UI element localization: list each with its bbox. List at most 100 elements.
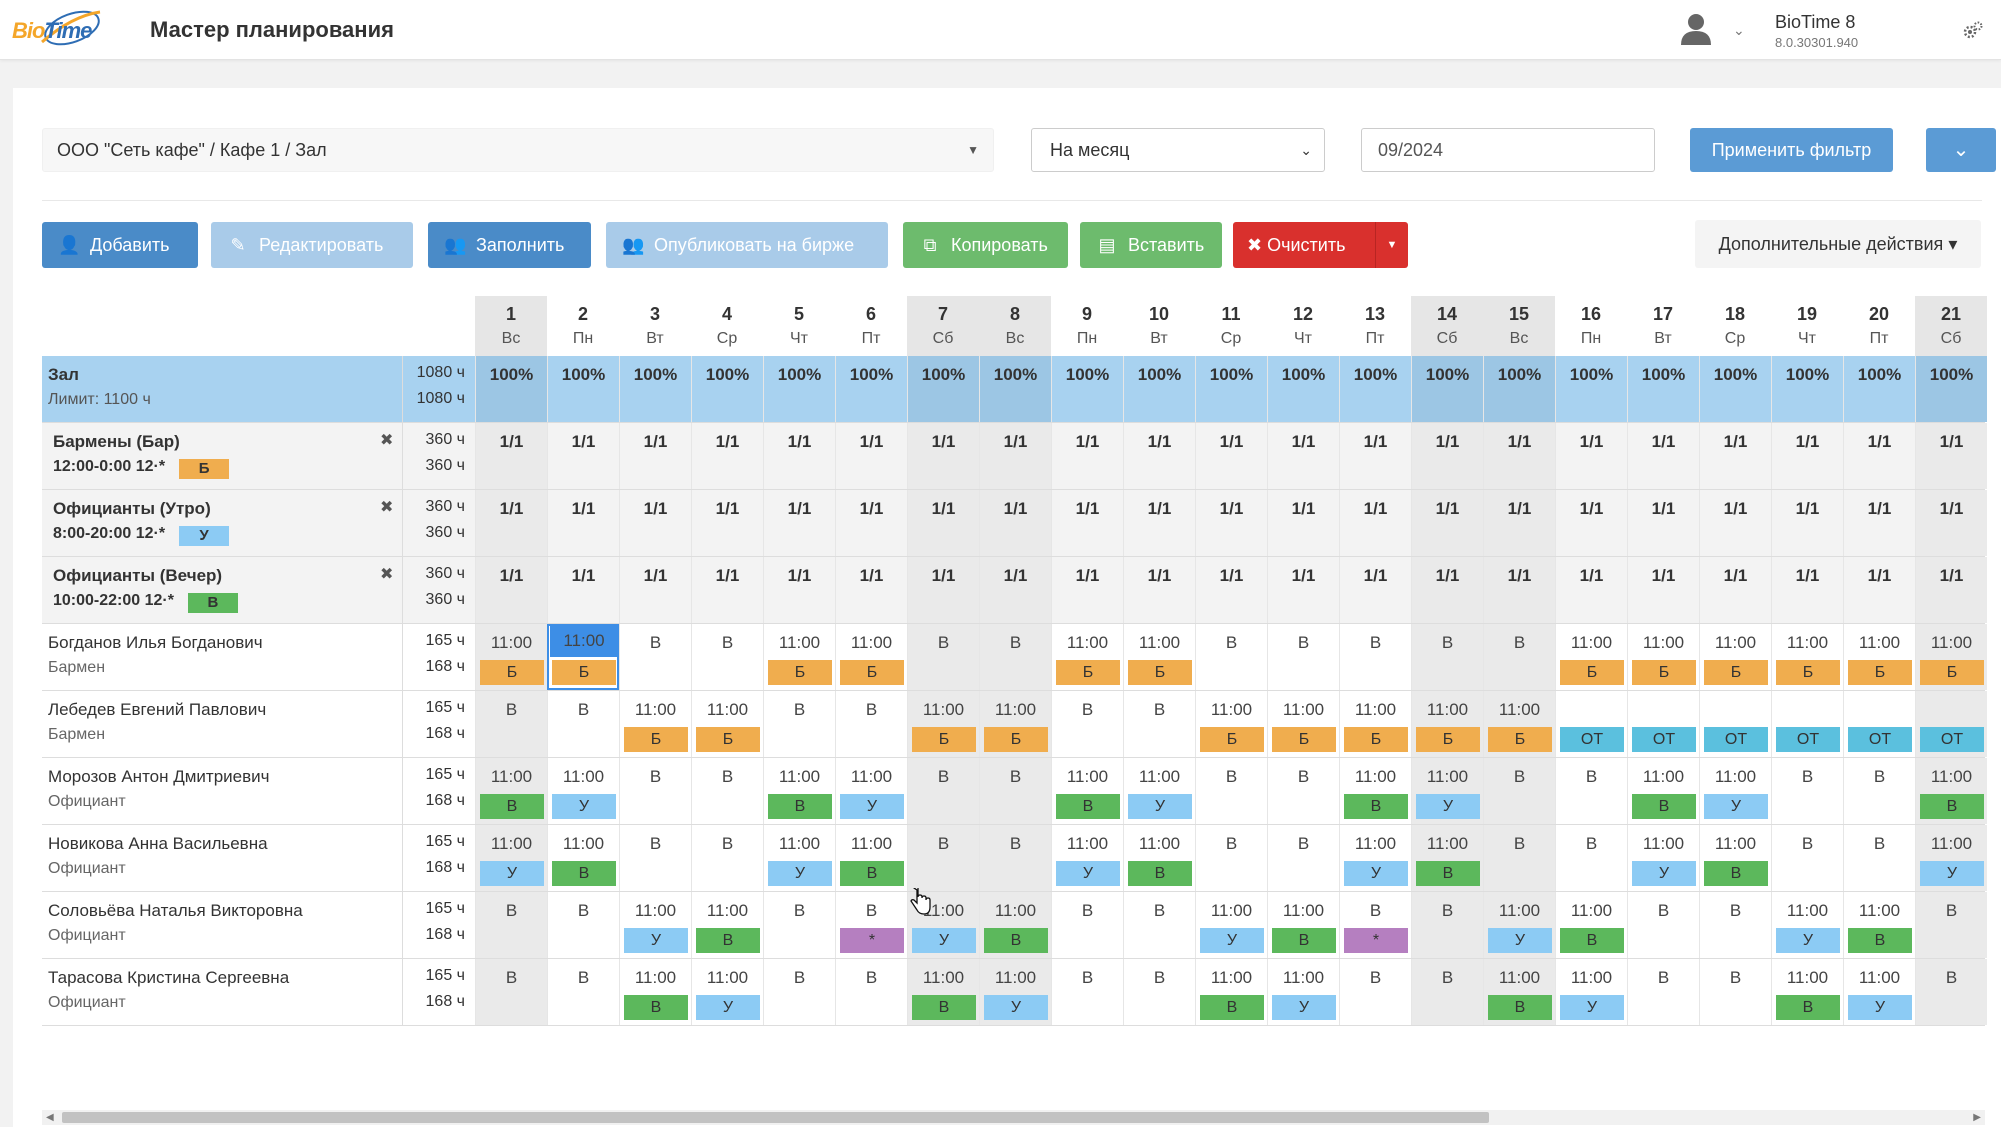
schedule-cell[interactable]: В: [1843, 825, 1915, 891]
schedule-cell[interactable]: 11:00 В: [1699, 825, 1771, 891]
fill-button[interactable]: 👥 Заполнить: [428, 222, 591, 268]
schedule-cell[interactable]: 11:00 В: [979, 892, 1051, 958]
schedule-cell[interactable]: 11:00 Б: [1555, 624, 1627, 690]
org-unit-select[interactable]: ООО "Сеть кафе" / Кафе 1 / Зал ▼: [42, 128, 994, 172]
row-label[interactable]: Новикова Анна Васильевна Официант: [42, 825, 403, 891]
schedule-cell[interactable]: 1/1: [763, 423, 835, 489]
schedule-cell[interactable]: 100%: [835, 356, 907, 422]
schedule-cell[interactable]: ОТ: [1915, 691, 1987, 757]
schedule-cell[interactable]: 1/1: [1339, 423, 1411, 489]
schedule-cell[interactable]: В: [1771, 825, 1843, 891]
schedule-cell[interactable]: В: [1483, 758, 1555, 824]
schedule-cell[interactable]: В: [1267, 758, 1339, 824]
schedule-cell[interactable]: 1/1: [619, 423, 691, 489]
schedule-cell[interactable]: В: [619, 758, 691, 824]
schedule-cell[interactable]: В: [475, 892, 547, 958]
copy-button[interactable]: ⧉ Копировать: [903, 222, 1068, 268]
schedule-cell[interactable]: 11:00 У: [1627, 825, 1699, 891]
schedule-cell[interactable]: 1/1: [835, 423, 907, 489]
schedule-cell[interactable]: 100%: [1915, 356, 1987, 422]
schedule-cell[interactable]: 11:00 Б: [1339, 691, 1411, 757]
schedule-cell[interactable]: 11:00 У: [1267, 959, 1339, 1025]
schedule-cell[interactable]: 1/1: [1267, 490, 1339, 556]
schedule-cell[interactable]: 11:00 В: [907, 959, 979, 1025]
schedule-cell[interactable]: В: [1771, 758, 1843, 824]
schedule-cell[interactable]: В: [1123, 959, 1195, 1025]
schedule-cell[interactable]: 11:00 Б: [1195, 691, 1267, 757]
schedule-cell[interactable]: 1/1: [907, 557, 979, 623]
schedule-cell[interactable]: 1/1: [835, 557, 907, 623]
schedule-cell[interactable]: 100%: [1051, 356, 1123, 422]
schedule-cell[interactable]: 1/1: [1555, 423, 1627, 489]
schedule-cell[interactable]: 1/1: [1555, 490, 1627, 556]
schedule-cell[interactable]: 11:00 В: [1051, 758, 1123, 824]
row-label[interactable]: Лебедев Евгений Павлович Бармен: [42, 691, 403, 757]
schedule-cell[interactable]: 1/1: [1627, 423, 1699, 489]
schedule-cell[interactable]: 11:00 В: [1483, 959, 1555, 1025]
schedule-cell[interactable]: 1/1: [763, 557, 835, 623]
remove-shift-close-icon[interactable]: ✖: [380, 566, 394, 583]
schedule-cell[interactable]: 11:00 У: [1771, 892, 1843, 958]
schedule-cell[interactable]: 11:00 Б: [1915, 624, 1987, 690]
schedule-cell[interactable]: 11:00 В: [1195, 959, 1267, 1025]
schedule-cell[interactable]: В: [691, 825, 763, 891]
remove-shift-close-icon[interactable]: ✖: [380, 499, 394, 516]
schedule-cell[interactable]: 1/1: [475, 423, 547, 489]
schedule-cell[interactable]: 11:00 У: [547, 758, 619, 824]
schedule-cell[interactable]: 1/1: [547, 423, 619, 489]
schedule-cell[interactable]: 11:00 В: [1267, 892, 1339, 958]
schedule-cell[interactable]: В: [1267, 825, 1339, 891]
schedule-cell[interactable]: В: [475, 959, 547, 1025]
schedule-cell[interactable]: В: [1843, 758, 1915, 824]
schedule-cell[interactable]: 1/1: [1195, 423, 1267, 489]
schedule-cell[interactable]: 1/1: [1267, 557, 1339, 623]
row-label[interactable]: Тарасова Кристина Сергеевна Официант: [42, 959, 403, 1025]
schedule-cell[interactable]: 11:00 В: [1555, 892, 1627, 958]
schedule-cell[interactable]: В: [1339, 624, 1411, 690]
schedule-cell[interactable]: 11:00 У: [619, 892, 691, 958]
schedule-cell[interactable]: В: [1195, 825, 1267, 891]
schedule-cell[interactable]: 11:00 Б: [619, 691, 691, 757]
scroll-right-arrow-icon[interactable]: ▶: [1973, 1112, 1981, 1123]
schedule-cell[interactable]: 11:00 Б: [1411, 691, 1483, 757]
schedule-cell[interactable]: 11:00 У: [1699, 758, 1771, 824]
schedule-cell[interactable]: В: [619, 624, 691, 690]
schedule-cell[interactable]: 1/1: [1843, 557, 1915, 623]
schedule-cell[interactable]: 11:00 Б: [547, 624, 619, 690]
schedule-cell[interactable]: 1/1: [547, 557, 619, 623]
schedule-cell[interactable]: В: [547, 892, 619, 958]
schedule-cell[interactable]: В: [1483, 624, 1555, 690]
clear-button[interactable]: ✖ Очистить ▼: [1233, 222, 1408, 268]
schedule-cell[interactable]: 11:00 Б: [907, 691, 979, 757]
biotime-logo[interactable]: BioTime: [12, 6, 117, 54]
schedule-cell[interactable]: 11:00 Б: [1267, 691, 1339, 757]
month-date-input[interactable]: 09/2024: [1361, 128, 1655, 172]
schedule-cell[interactable]: 100%: [691, 356, 763, 422]
schedule-cell[interactable]: 11:00 У: [1411, 758, 1483, 824]
schedule-cell[interactable]: В: [1411, 892, 1483, 958]
schedule-cell[interactable]: 11:00 У: [907, 892, 979, 958]
scroll-left-arrow-icon[interactable]: ◀: [46, 1112, 54, 1123]
schedule-cell[interactable]: 11:00 Б: [691, 691, 763, 757]
row-label[interactable]: Богданов Илья Богданович Бармен: [42, 624, 403, 690]
schedule-cell[interactable]: 1/1: [1123, 490, 1195, 556]
more-actions-dropdown[interactable]: Дополнительные действия ▾: [1695, 220, 1981, 268]
gear-icon[interactable]: [1962, 20, 1984, 42]
schedule-cell[interactable]: 11:00 У: [763, 825, 835, 891]
schedule-cell[interactable]: ОТ: [1771, 691, 1843, 757]
schedule-cell[interactable]: 11:00 Б: [1123, 624, 1195, 690]
schedule-cell[interactable]: В: [907, 624, 979, 690]
user-avatar-icon[interactable]: [1678, 11, 1714, 47]
schedule-cell[interactable]: 11:00 В: [763, 758, 835, 824]
schedule-cell[interactable]: 100%: [1699, 356, 1771, 422]
schedule-cell[interactable]: В: [979, 624, 1051, 690]
schedule-cell[interactable]: 1/1: [1627, 490, 1699, 556]
schedule-cell[interactable]: В: [1555, 758, 1627, 824]
schedule-cell[interactable]: В: [1699, 959, 1771, 1025]
schedule-cell[interactable]: 11:00 Б: [1483, 691, 1555, 757]
schedule-cell[interactable]: В: [1555, 825, 1627, 891]
schedule-cell[interactable]: В: [1483, 825, 1555, 891]
schedule-cell[interactable]: 11:00 В: [1627, 758, 1699, 824]
schedule-cell[interactable]: 11:00 В: [1411, 825, 1483, 891]
schedule-cell[interactable]: 1/1: [979, 557, 1051, 623]
